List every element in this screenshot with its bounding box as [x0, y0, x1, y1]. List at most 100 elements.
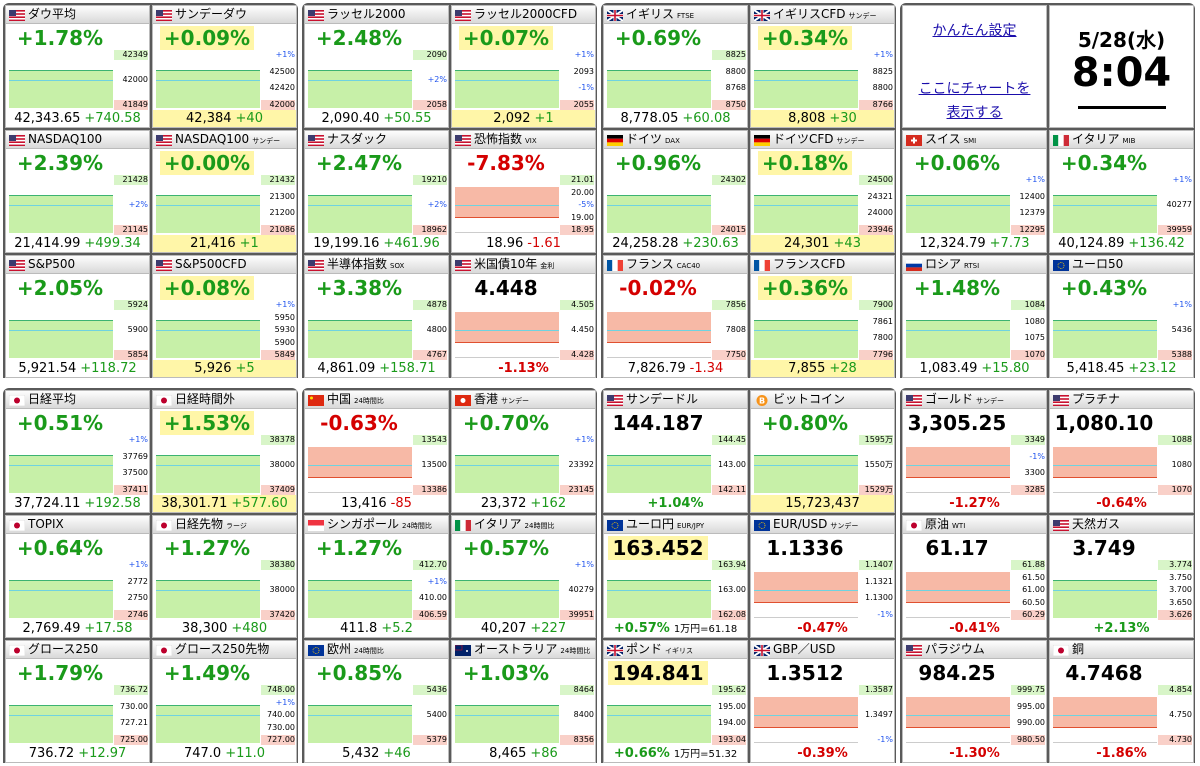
market-tile[interactable]: ドイツ DAX +0.96% 24302 24015 24,258.28 +230.63 — [603, 130, 748, 253]
reference-line — [906, 602, 1010, 603]
market-tile[interactable]: イタリア MIB +0.34% +1% 40277 39959 40,124.89 +136.… — [1049, 130, 1194, 253]
market-tile[interactable]: 日経時間外 +1.53% 38378 38000 37409 38,301.71 +577.… — [152, 390, 297, 513]
market-tile[interactable]: パラジウム 984.25 999.75 995.00 990.00 980.50 -1.30… — [902, 640, 1047, 763]
market-tile[interactable]: NASDAQ100 サンデー +0.00% 21432 21300 21200 21086 2… — [152, 130, 297, 253]
price-label: 3349 — [1011, 435, 1045, 445]
market-tile[interactable]: EUR/USD サンデー 1.1336 1.1407 1.1321 1.1300 -1% -0… — [750, 515, 895, 638]
price-label: 4800 — [426, 325, 447, 334]
tile-footer: 18.96 -1.61 — [452, 235, 595, 252]
mini-chart — [156, 52, 260, 108]
headline-value: +0.51% — [6, 410, 114, 436]
tile-header: S&P500CFD — [153, 256, 296, 274]
flag-icon — [906, 645, 922, 656]
last-price: 5,926 — [194, 361, 232, 376]
chart-link-2[interactable]: 表示する — [946, 105, 1003, 121]
market-name: プラチナ — [1072, 392, 1121, 406]
price-label: 8825 — [872, 66, 893, 76]
market-tile[interactable]: 原油 WTI 61.17 61.88 61.50 61.00 60.50 60.29 -0.41… — [902, 515, 1047, 638]
market-tile[interactable]: ロシア RTSI +1.48% 1084 1080 1075 1070 1,083.49 +15… — [902, 255, 1047, 378]
ref-line-cyan — [308, 205, 412, 206]
mini-chart — [607, 562, 711, 618]
market-tile[interactable]: グロース250先物 +1.49% 748.00 +1% 740.00 730.00 727.… — [152, 640, 297, 763]
tile-footer: 42,384 +40 — [153, 110, 296, 127]
market-tile[interactable]: S&P500CFD +0.08% +1% 5950 5930 5900 5849 5,926 +… — [152, 255, 297, 378]
tile-header: グロース250 — [6, 641, 149, 659]
market-name: 日経先物 — [175, 517, 224, 531]
flag-icon — [906, 520, 922, 531]
market-tile[interactable]: 日経先物 ラージ +1.27% 38380 38000 37420 38,300 +480 — [152, 515, 297, 638]
price-labels: 748.00 +1% 740.00 730.00 727.00 — [261, 685, 296, 745]
market-tile[interactable]: シンガポール 24時間比 +1.27% 412.70 +1% 410.00 406.59 41… — [304, 515, 449, 638]
tile-header: ユーロ50 — [1050, 256, 1193, 274]
market-tile[interactable]: フランス CAC40 -0.02% 7856 7808 7750 7,826.79 -1.34 — [603, 255, 748, 378]
reference-line — [754, 320, 858, 321]
last-price: 21,416 — [190, 236, 236, 251]
market-tile[interactable]: イギリス FTSE +0.69% 8825 8800 8768 8750 8,778.05 +6… — [603, 5, 748, 128]
price-labels: 4.505 4.450 4.428 — [560, 300, 595, 360]
chart-link[interactable]: ここにチャートを — [918, 81, 1031, 97]
market-tile[interactable]: フランスCFD +0.36% 7900 7861 7800 7796 7,855 +28 — [750, 255, 895, 378]
mini-chart — [1053, 302, 1157, 358]
ref-line-cyan — [754, 590, 858, 591]
market-tile[interactable]: ゴールド サンデー 3,305.25 3349 -1% 3300 3285 -1.27% — [902, 390, 1047, 513]
flag-icon — [906, 260, 922, 271]
market-tile[interactable]: ユーロ円 EUR/JPY 163.452 163.94 163.00 162.08 +0.5… — [603, 515, 748, 638]
headline-value: +0.57% — [452, 535, 560, 561]
change-percent: +0.85% — [315, 661, 403, 685]
market-tile[interactable]: ユーロ50 +0.43% +1% 5436 5388 5,418.45 +23.12 — [1049, 255, 1194, 378]
change-percent: -0.63% — [320, 411, 398, 435]
reference-line — [9, 320, 113, 321]
market-tile[interactable]: イタリア 24時間比 +0.57% +1% 40279 39951 40,207 +227 — [451, 515, 596, 638]
market-tile[interactable]: 半導体指数 SOX +3.38% 4878 4800 4767 4,861.09 +158.7… — [304, 255, 449, 378]
ref-line-cyan — [9, 715, 113, 716]
clock-underline — [1078, 106, 1166, 109]
market-tile[interactable]: ラッセル2000 +2.48% 2090 +2% 2058 2,090.40 +50.55 — [304, 5, 449, 128]
market-tile[interactable]: 日経平均 +0.51% +1% 37769 37500 37411 37,724.11 +19… — [5, 390, 150, 513]
last-price: 411.8 — [340, 621, 378, 636]
price-diff: +11.0 — [225, 746, 266, 761]
ref-line-cyan — [754, 80, 858, 81]
price-label: 195.62 — [712, 685, 746, 695]
market-tile[interactable]: GBP／USD 1.3512 1.3587 1.3497 -1% -0.39% — [750, 640, 895, 763]
price-label: 60.50 — [1022, 597, 1045, 607]
market-tile[interactable]: 米国債10年 金利 4.448 4.505 4.450 4.428 -1.13% — [451, 255, 596, 378]
chart-area — [455, 580, 559, 618]
tile-header: イギリスCFD サンデー — [751, 6, 894, 24]
market-tile[interactable]: 香港 サンデー +0.70% +1% 23392 23145 23,372 +162 — [451, 390, 596, 513]
market-tile[interactable]: グロース250 +1.79% 736.72 730.00 727.21 725.00 736… — [5, 640, 150, 763]
market-tile[interactable]: 中国 24時間比 -0.63% 13543 13500 13386 13,416 -85 — [304, 390, 449, 513]
market-tile[interactable]: ナスダック +2.47% 19210 +2% 18962 19,199.16 +461.96 — [304, 130, 449, 253]
market-tile[interactable]: 恐怖指数 VIX -7.83% 21.01 20.00 -5% 19.00 18.95 18.9… — [451, 130, 596, 253]
market-tile[interactable]: 銅 4.7468 4.854 4.750 4.730 -1.86% — [1049, 640, 1194, 763]
price-diff: +1 — [534, 111, 554, 126]
mini-chart — [156, 177, 260, 233]
price-label: 1080 — [1171, 460, 1192, 469]
market-tile[interactable]: イギリスCFD サンデー +0.34% +1% 8825 8800 8766 8,808 +30 — [750, 5, 895, 128]
market-tile[interactable]: ドイツCFD サンデー +0.18% 24500 24321 24000 23946 24,3… — [750, 130, 895, 253]
price-label: 21300 — [269, 191, 295, 201]
headline-value: +0.43% — [1050, 275, 1158, 301]
market-tile[interactable]: ダウ平均 +1.78% 42349 42000 41849 42,343.65 +740.5… — [5, 5, 150, 128]
market-tile[interactable]: スイス SMI +0.06% +1% 12400 12379 12295 12,324.79 +… — [902, 130, 1047, 253]
market-tile[interactable]: サンデードル 144.187 144.45 143.00 142.11 +1.04% — [603, 390, 748, 513]
headline-value: 1,080.10 — [1050, 410, 1158, 436]
market-tile[interactable]: サンデーダウ +0.09% +1% 42500 42420 42000 42,384 +40 — [152, 5, 297, 128]
ref-line-cyan — [1053, 715, 1157, 716]
last-price: 40,207 — [480, 621, 527, 636]
price-label: 40277 — [1166, 200, 1192, 209]
ref-line-cyan — [1053, 330, 1157, 331]
market-tile[interactable]: S&P500 +2.05% 5924 5900 5854 5,921.54 +118.72 — [5, 255, 150, 378]
market-tile[interactable]: ラッセル2000CFD +0.07% +1% 2093 -1% 2055 2,092 +1 — [451, 5, 596, 128]
last-price: 38,301.71 — [161, 496, 228, 511]
market-tile[interactable]: プラチナ 1,080.10 1088 1080 1070 -0.64% — [1049, 390, 1194, 513]
market-tile[interactable]: オーストラリア 24時間比 +1.03% 8464 8400 8356 8,465 +86 — [451, 640, 596, 763]
ref-line-cyan — [9, 590, 113, 591]
market-tile[interactable]: 天然ガス 3.749 3.774 3.750 3.700 3.650 3.626 +2.13% — [1049, 515, 1194, 638]
market-tile[interactable]: TOPIX +0.64% +1% 2772 2750 2746 2,769.49 +17.58 — [5, 515, 150, 638]
market-tile[interactable]: 欧州 24時間比 +0.85% 5436 5400 5379 5,432 +46 — [304, 640, 449, 763]
last-price: 12,324.79 — [919, 236, 986, 251]
market-tile[interactable]: ビットコイン B +0.80% 1595万 1550万 1529万 15,723,437 — [750, 390, 895, 513]
settings-link[interactable]: かんたん設定 — [932, 23, 1017, 39]
market-tile[interactable]: ポンド イギリス 194.841 195.62 195.00 194.00 193.04 +0… — [603, 640, 748, 763]
market-tile[interactable]: NASDAQ100 +2.39% 21428 +2% 21145 21,414.99 +49… — [5, 130, 150, 253]
